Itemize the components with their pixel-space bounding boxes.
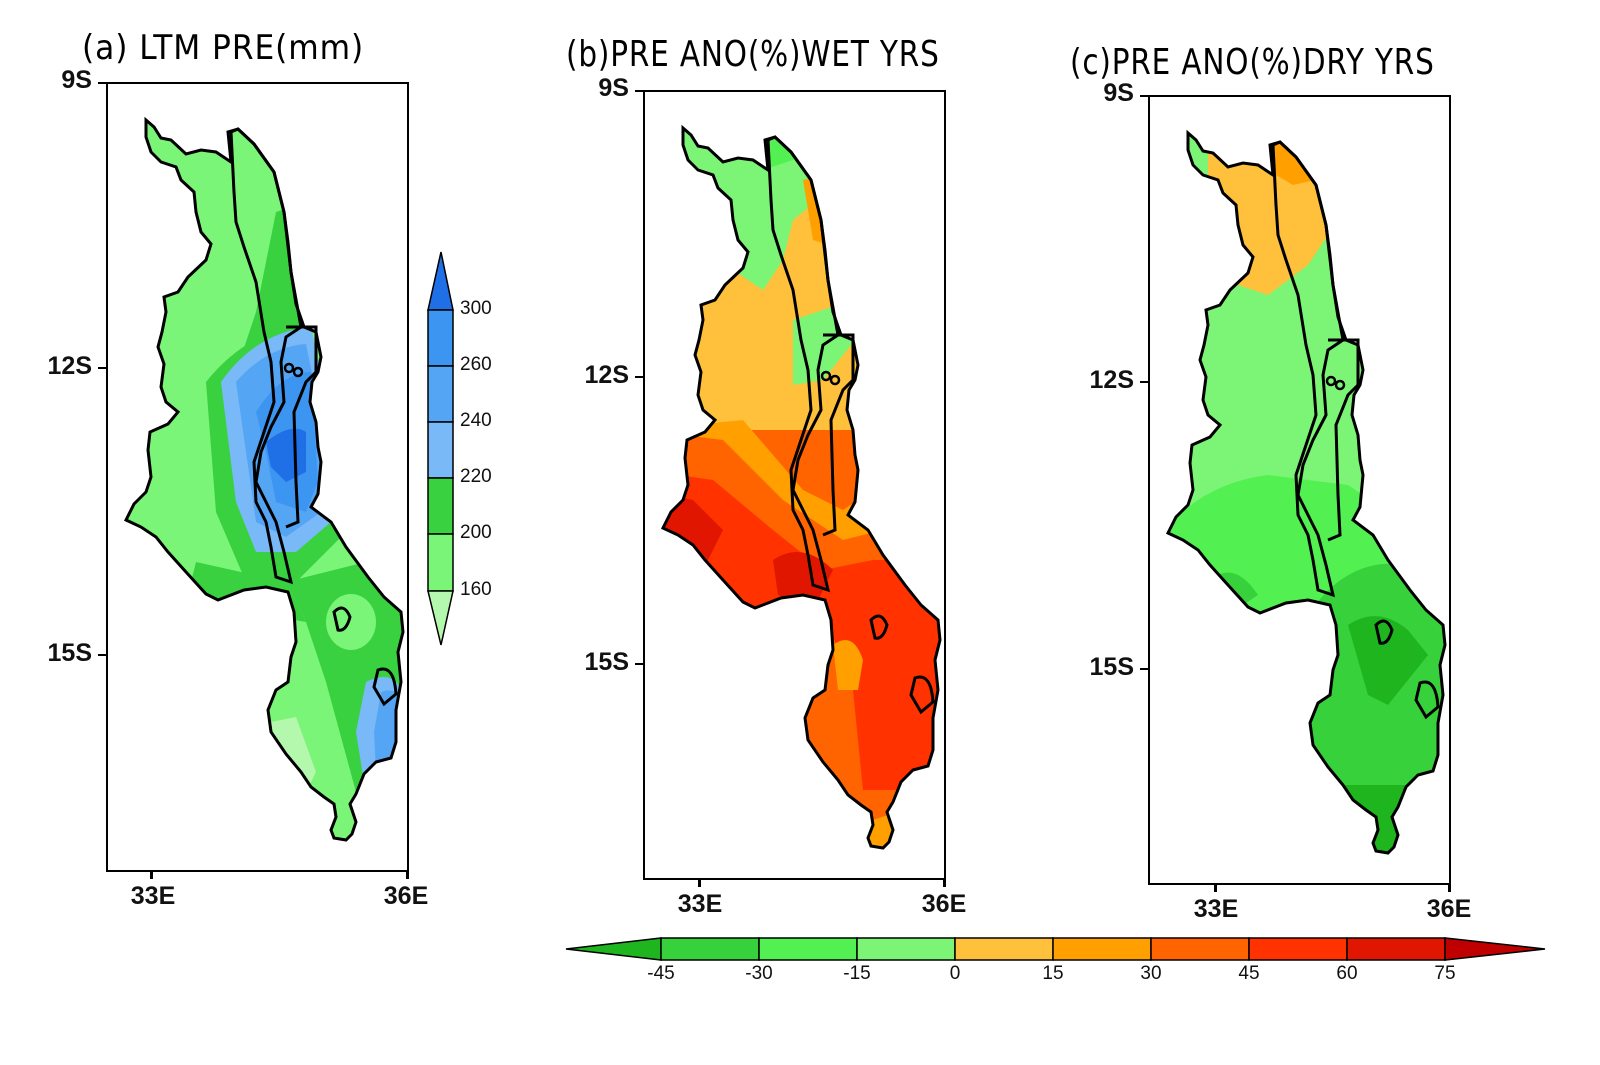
x-tick xyxy=(1214,883,1217,892)
y-tick xyxy=(635,663,643,665)
x-tick xyxy=(943,878,946,887)
y-label-15s: 15S xyxy=(584,648,629,676)
y-tick xyxy=(98,367,106,369)
x-label-36e: 36E xyxy=(1426,895,1472,923)
ltm-colorbar-label: 260 xyxy=(460,354,492,375)
x-label-36e: 36E xyxy=(921,890,967,918)
x-tick xyxy=(1448,883,1451,892)
anomaly-colorbar-label: 0 xyxy=(949,963,961,984)
anomaly-colorbar-label: 75 xyxy=(1434,963,1456,984)
anomaly-colorbar-label: -15 xyxy=(843,963,871,984)
anomaly-colorbar-label: 30 xyxy=(1140,963,1162,984)
y-label-12s: 12S xyxy=(584,361,629,389)
y-tick xyxy=(1140,668,1148,670)
y-label-9s: 9S xyxy=(1103,79,1134,107)
anomaly-colorbar-label: 15 xyxy=(1042,963,1064,984)
ltm-colorbar-label: 200 xyxy=(460,522,492,543)
y-label-9s: 9S xyxy=(598,74,629,102)
anomaly-colorbar-label: 60 xyxy=(1336,963,1358,984)
anomaly-colorbar-label: -30 xyxy=(745,963,773,984)
x-tick xyxy=(698,878,701,887)
y-label-15s: 15S xyxy=(1089,653,1134,681)
y-label-15s: 15S xyxy=(47,639,92,667)
y-tick xyxy=(98,82,106,84)
ltm-colorbar-label: 240 xyxy=(460,410,492,431)
y-tick xyxy=(635,90,643,92)
ltm-colorbar-label: 300 xyxy=(460,298,492,319)
anomaly-colorbar-label: -45 xyxy=(647,963,675,984)
y-tick xyxy=(1140,95,1148,97)
x-label-33e: 33E xyxy=(677,890,723,918)
y-tick xyxy=(635,376,643,378)
y-label-12s: 12S xyxy=(47,352,92,380)
ltm-colorbar-label: 220 xyxy=(460,466,492,487)
y-tick xyxy=(1140,381,1148,383)
ltm-colorbar-label: 160 xyxy=(460,579,492,600)
y-tick xyxy=(98,654,106,656)
panel-c-title: (c)PRE ANO(%)DRY YRS xyxy=(1070,42,1435,83)
anomaly-colorbar-label: 45 xyxy=(1238,963,1260,984)
y-label-9s: 9S xyxy=(61,66,92,94)
panel-a-title: (a) LTM PRE(mm) xyxy=(82,28,365,68)
x-label-33e: 33E xyxy=(1193,895,1239,923)
panel-b-title: (b)PRE ANO(%)WET YRS xyxy=(566,34,940,75)
x-label-33e: 33E xyxy=(130,882,176,910)
x-label-36e: 36E xyxy=(383,882,429,910)
x-tick xyxy=(406,870,409,879)
x-tick xyxy=(150,870,153,879)
y-label-12s: 12S xyxy=(1089,366,1134,394)
